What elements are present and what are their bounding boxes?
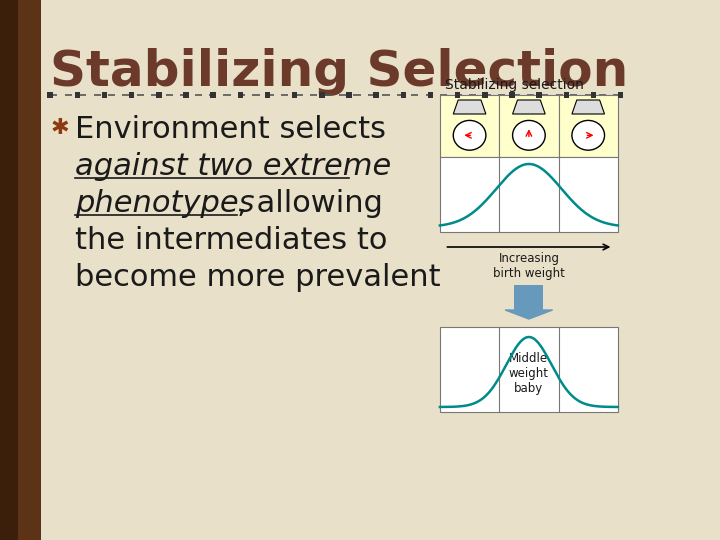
Bar — [129, 92, 135, 98]
Bar — [509, 92, 515, 98]
Bar — [440, 157, 618, 232]
Bar — [156, 92, 161, 98]
Bar — [618, 92, 624, 98]
Bar — [440, 327, 618, 412]
Text: the intermediates to: the intermediates to — [75, 226, 387, 255]
Bar — [482, 92, 487, 98]
Bar — [0, 0, 18, 540]
Ellipse shape — [513, 120, 545, 150]
Bar — [75, 92, 80, 98]
Text: , allowing: , allowing — [238, 189, 383, 218]
Bar — [559, 95, 618, 157]
Bar — [440, 95, 499, 157]
Text: ✱: ✱ — [50, 118, 69, 138]
Bar — [210, 92, 216, 98]
Bar — [400, 92, 406, 98]
Bar — [346, 92, 352, 98]
Bar — [319, 92, 325, 98]
Text: Environment selects: Environment selects — [75, 115, 386, 144]
Ellipse shape — [572, 120, 605, 150]
Bar — [238, 92, 243, 98]
Bar — [184, 92, 189, 98]
Bar — [428, 92, 433, 98]
Bar — [265, 92, 270, 98]
Text: against two extreme: against two extreme — [75, 152, 391, 181]
Bar — [292, 92, 297, 98]
Bar — [514, 285, 544, 310]
Polygon shape — [505, 310, 553, 319]
Bar — [102, 92, 107, 98]
Polygon shape — [572, 100, 605, 114]
Bar — [455, 92, 460, 98]
Bar — [0, 0, 41, 540]
Text: Stabilizing selection: Stabilizing selection — [446, 78, 584, 92]
Bar — [48, 92, 53, 98]
Bar — [564, 92, 569, 98]
Text: become more prevalent: become more prevalent — [75, 263, 441, 292]
Ellipse shape — [454, 120, 486, 150]
Polygon shape — [513, 100, 545, 114]
Text: Increasing
birth weight: Increasing birth weight — [493, 252, 564, 280]
Polygon shape — [454, 100, 486, 114]
Text: Middle
weight
baby: Middle weight baby — [509, 352, 549, 395]
Bar — [536, 92, 542, 98]
Bar — [590, 92, 596, 98]
Text: phenotypes: phenotypes — [75, 189, 254, 218]
Text: Stabilizing Selection: Stabilizing Selection — [50, 48, 629, 96]
Bar — [374, 92, 379, 98]
Bar — [499, 95, 559, 157]
